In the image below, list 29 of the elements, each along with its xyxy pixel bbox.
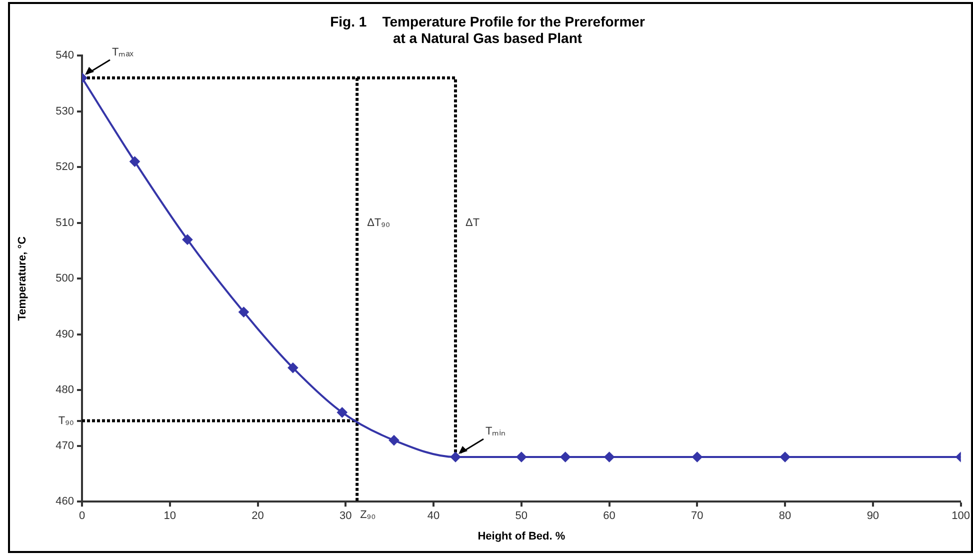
annotation: Tₘᵢₙ — [486, 426, 505, 438]
x-tick-label: 80 — [778, 510, 792, 522]
x-axis-title: Height of Bed. % — [478, 530, 566, 542]
chart-title: Fig. 1 Temperature Profile for the Prereformer at a Natural Gas based Plant — [330, 13, 646, 46]
y-tick-label: 520 — [56, 161, 74, 174]
annotation: ΔT — [466, 216, 480, 229]
annotation: Tₘₐₓ — [112, 46, 134, 58]
y-tick-label: 460 — [56, 496, 74, 508]
x-tick-label: 100 — [952, 510, 970, 522]
y-tick-label: 500 — [56, 272, 74, 285]
y-tick-label: 540 — [56, 50, 74, 62]
x-tick-label: 60 — [603, 510, 616, 522]
y-tick-label: 490 — [56, 328, 74, 340]
annotation: ΔT₉₀ — [367, 216, 390, 229]
x-tick-label: 40 — [427, 510, 440, 522]
x-tick-label: 70 — [691, 510, 704, 522]
x-tick-label: 90 — [866, 510, 880, 522]
annotation: Z₉₀ — [360, 509, 376, 522]
x-tick-label: 20 — [252, 510, 264, 522]
x-tick-label: 0 — [78, 510, 86, 522]
y-tick-label: 510 — [56, 216, 74, 229]
y-tick-label: 530 — [56, 105, 74, 118]
x-tick-label: 50 — [515, 510, 528, 522]
x-tick-label: 10 — [164, 510, 176, 522]
y-tick-label: 470 — [56, 440, 74, 452]
y-tick-label: 480 — [56, 384, 74, 396]
y-tick-label: T₉₀ — [58, 414, 74, 427]
y-axis-title: Temperature, °C — [16, 236, 29, 321]
x-tick-label: 30 — [340, 510, 352, 522]
